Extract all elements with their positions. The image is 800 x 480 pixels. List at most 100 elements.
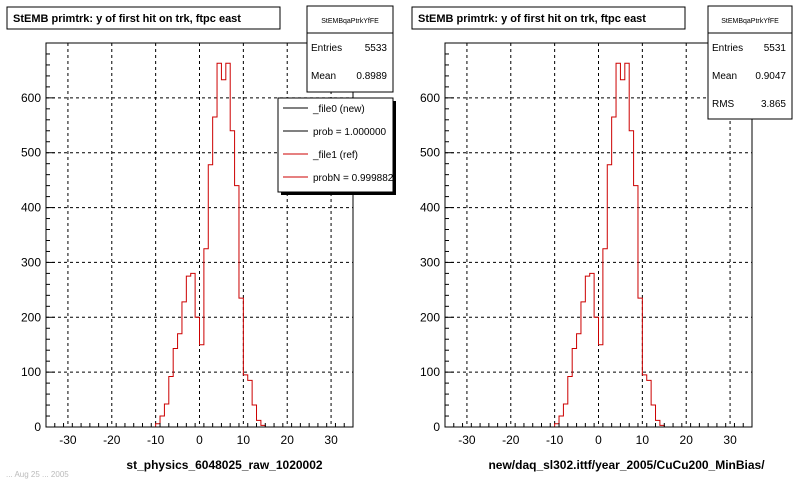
y-tick-label: 0	[433, 420, 440, 434]
x-tick-label: 30	[324, 433, 338, 447]
plot-frame	[444, 42, 753, 428]
x-tick-label: -10	[147, 433, 165, 447]
histogram-bin	[221, 80, 225, 427]
histogram-bin	[248, 380, 252, 427]
y-tick-label: 200	[21, 310, 41, 324]
histogram-bin	[559, 416, 563, 427]
legend-label: probN = 0.999882	[313, 173, 394, 184]
histogram-panel-2: -30 -20 -10 0 10 20 300100200300400500600new/d…	[411, 5, 793, 472]
histogram-bin	[213, 117, 217, 427]
histogram-bin	[178, 334, 182, 427]
x-tick-label: -20	[502, 433, 520, 447]
y-tick-label: 500	[420, 146, 440, 160]
chart-title: StEMB primtrk: y of first hit on trk, ft…	[13, 13, 241, 25]
title-box	[6, 6, 281, 30]
x-tick-label: -20	[103, 433, 121, 447]
y-tick-label: 600	[21, 91, 41, 105]
x-axis-label: st_physics_6048025_raw_1020002	[126, 458, 322, 472]
stats-value: 5531	[764, 43, 787, 54]
histogram-bin	[629, 131, 633, 427]
x-tick-label: 20	[281, 433, 295, 447]
histogram-bin	[160, 416, 164, 427]
histogram-bin	[217, 63, 221, 427]
histogram-bin	[590, 273, 594, 427]
y-tick-label: 300	[420, 255, 440, 269]
y-tick-label: 400	[21, 201, 41, 215]
plot-frame	[45, 42, 354, 428]
footer-text: ... Aug 25 ... 2005	[6, 470, 69, 479]
histogram-bin	[226, 63, 230, 427]
legend-label: _file0 (new)	[312, 104, 365, 115]
stats-value: 3.865	[761, 99, 786, 110]
histogram-bin	[169, 377, 173, 427]
legend-box	[277, 97, 394, 193]
histogram-bin	[235, 186, 239, 427]
histogram-panel-1: -30 -20 -10 0 10 20 300100200300400500600st_ph…	[6, 5, 396, 472]
stats-box	[306, 5, 394, 93]
y-tick-label: 500	[21, 146, 41, 160]
y-tick-label: 300	[21, 255, 41, 269]
title-box	[411, 6, 686, 30]
y-tick-label: 400	[420, 201, 440, 215]
legend-label: _file1 (ref)	[312, 150, 358, 161]
histogram-bin	[173, 349, 177, 427]
histogram-bin	[186, 276, 190, 427]
histogram-bin	[616, 63, 620, 427]
histogram-bin	[239, 298, 243, 427]
y-tick-label: 0	[34, 420, 41, 434]
x-tick-label: 0	[196, 433, 203, 447]
x-tick-label: 0	[595, 433, 602, 447]
histogram-bin	[603, 249, 607, 427]
histogram-bin	[577, 334, 581, 427]
stats-name: StEMBqaPtrkYfFE	[721, 18, 779, 25]
y-tick-label: 100	[21, 365, 41, 379]
histogram-bin	[656, 420, 660, 427]
histogram-bin	[625, 63, 629, 427]
histogram-bin	[607, 165, 611, 427]
stats-box	[707, 5, 793, 120]
histogram-bin	[200, 345, 204, 427]
x-tick-label: -30	[59, 433, 77, 447]
histogram-bin	[599, 345, 603, 427]
x-tick-label: 10	[636, 433, 650, 447]
stats-name: StEMBqaPtrkYfFE	[321, 18, 379, 25]
histogram-bin	[230, 131, 234, 427]
histogram-bin	[568, 377, 572, 427]
histogram-bin	[204, 249, 208, 427]
histogram-bin	[257, 420, 261, 427]
histogram-bin	[195, 317, 199, 427]
stats-value: 5533	[365, 43, 388, 54]
stats-label: RMS	[712, 99, 735, 110]
histogram-bin	[638, 298, 642, 427]
stats-label: Mean	[712, 71, 737, 82]
x-tick-label: -10	[546, 433, 564, 447]
x-tick-label: 20	[680, 433, 694, 447]
histogram-bin	[647, 380, 651, 427]
histogram-bin	[243, 375, 247, 427]
x-tick-label: 30	[723, 433, 737, 447]
histogram-bin	[642, 375, 646, 427]
y-tick-label: 200	[420, 310, 440, 324]
y-tick-label: 600	[420, 91, 440, 105]
legend-label: prob = 1.000000	[313, 127, 387, 138]
histogram-bin	[594, 317, 598, 427]
chart-title: StEMB primtrk: y of first hit on trk, ft…	[418, 13, 646, 25]
histogram-bin	[585, 276, 589, 427]
histogram-bin	[651, 405, 655, 427]
x-tick-label: 10	[237, 433, 251, 447]
x-axis-label: new/daq_sl302.ittf/year_2005/CuCu200_Min…	[488, 458, 765, 472]
histogram-bin	[252, 405, 256, 427]
stats-label: Mean	[311, 71, 336, 82]
histogram-bin	[581, 302, 585, 427]
histogram-bin	[208, 165, 212, 427]
histogram-bin	[563, 404, 567, 427]
histogram-bin	[634, 186, 638, 427]
histogram-bin	[620, 80, 624, 427]
histogram-bin	[164, 404, 168, 427]
histogram-bin	[572, 349, 576, 427]
histogram-bin	[612, 117, 616, 427]
stats-value: 0.8989	[356, 71, 387, 82]
stats-value: 0.9047	[755, 71, 786, 82]
histogram-bin	[182, 302, 186, 427]
